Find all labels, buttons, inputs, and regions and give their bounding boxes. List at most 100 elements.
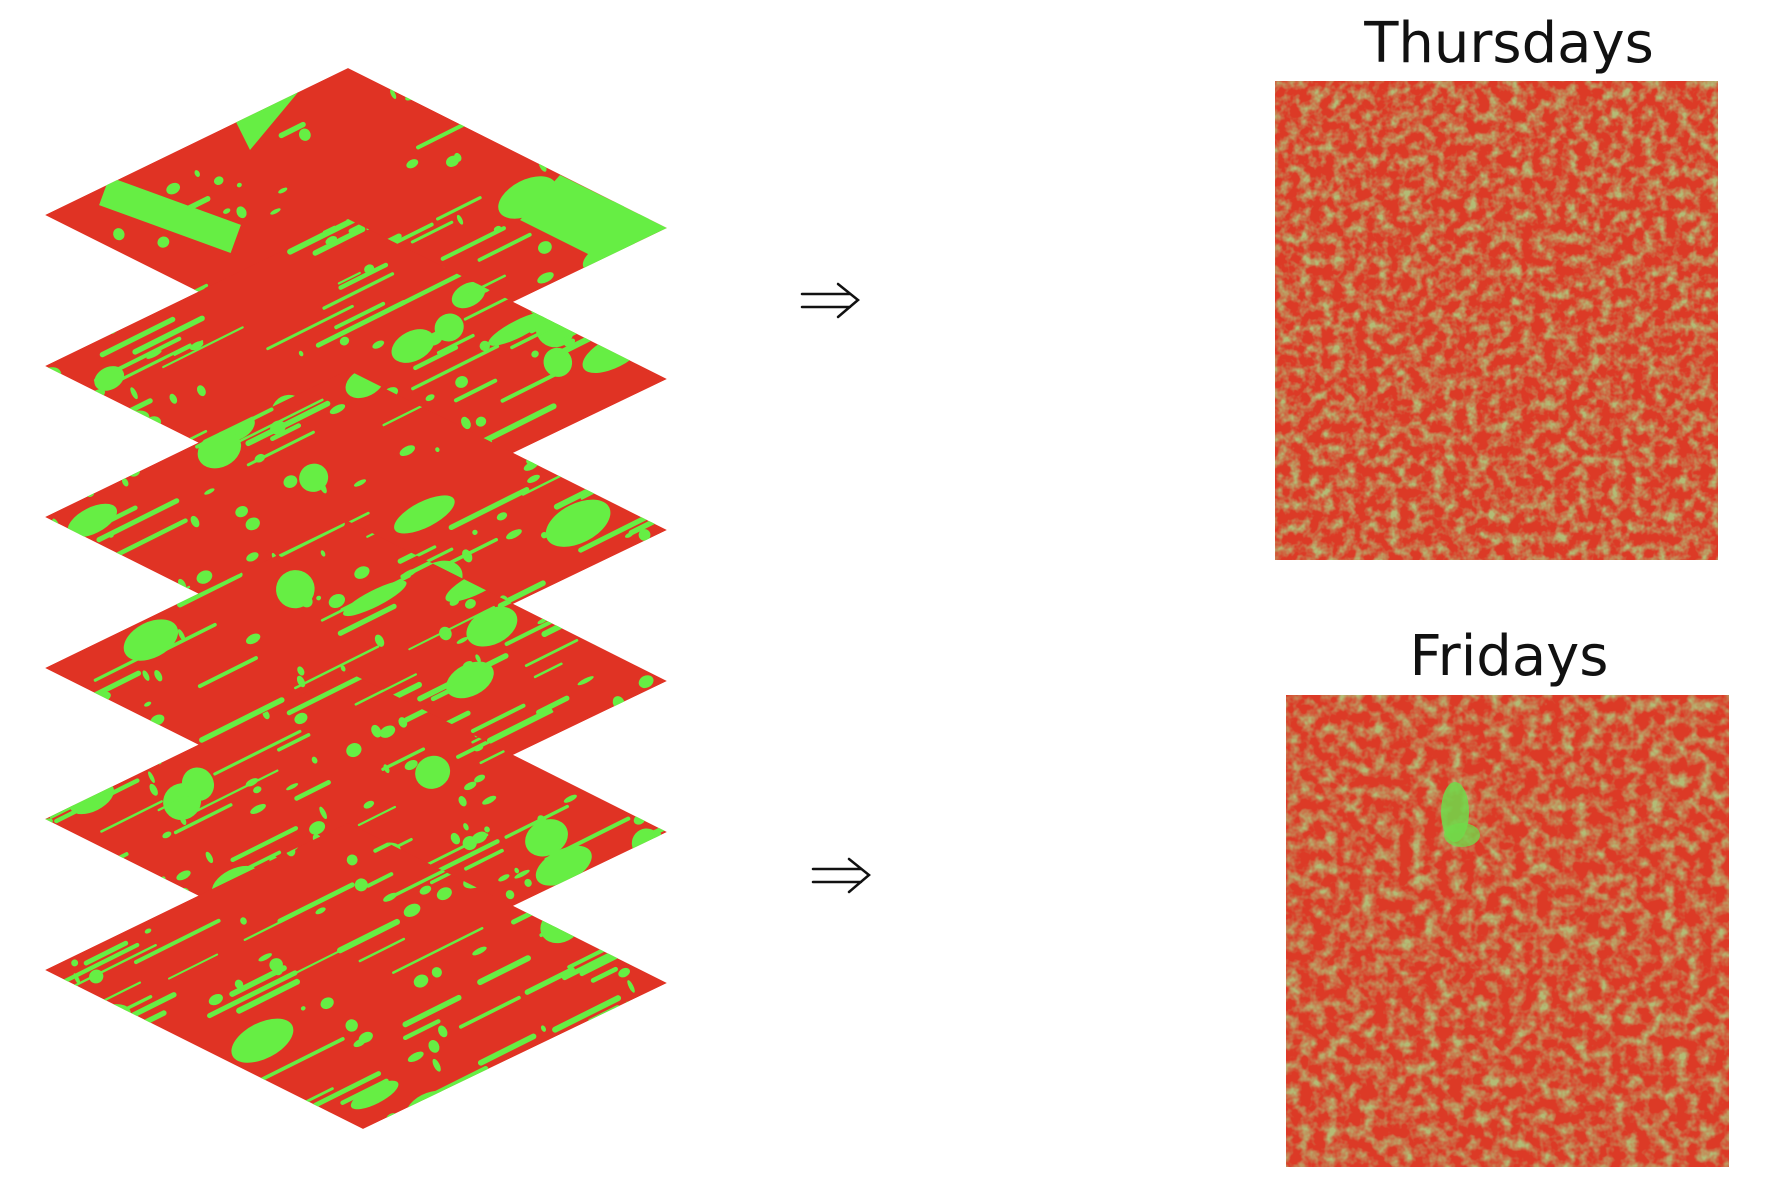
green-patch [85,621,94,631]
green-patch [435,447,440,453]
green-patch [626,728,634,740]
green-patch [573,130,618,171]
green-patch [475,416,487,427]
green-streak [207,970,298,1019]
green-patch [590,439,603,453]
green-patch [563,794,577,803]
green-patch [467,1117,483,1129]
green-patch [631,623,648,635]
green-streak [402,994,462,1028]
green-patch [64,456,71,461]
green-patch [91,251,99,262]
green-patch [99,176,241,254]
green-patch [465,599,476,609]
green-streak [239,850,282,874]
green-patch [236,206,247,219]
green-streak [440,226,506,261]
green-patch [464,781,477,791]
green-patch [299,128,311,141]
layer-base [45,672,667,978]
green-streak [651,477,667,525]
green-patch [537,272,554,284]
green-patch [577,676,594,686]
green-patch [236,182,242,188]
green-streak [477,1033,537,1066]
green-patch [632,320,642,332]
green-patch [177,629,186,642]
green-streak [358,937,406,963]
green-patch [514,867,520,874]
green-patch [68,697,75,706]
green-patch [494,1074,507,1086]
green-patch [455,376,468,388]
green-patch [651,852,664,865]
green-patch [318,480,327,494]
green-patch [603,909,611,922]
green-streak [99,1066,162,1101]
green-streak [479,750,505,765]
green-patch [525,819,568,857]
green-patch [638,529,651,541]
green-patch [350,1080,399,1110]
green-streak [71,457,116,483]
green-streak [366,872,394,888]
green-patch [129,1058,137,1066]
green-patch [593,579,609,594]
green-patch [114,111,124,119]
green-streak [643,625,667,655]
green-patch [190,515,200,528]
green-streak [633,606,666,626]
green-patch [270,208,281,215]
green-patch [454,152,462,162]
green-streak [294,780,331,801]
green-patch [605,465,614,475]
green-patch [644,1111,656,1119]
green-patch [73,973,81,985]
green-patch [235,505,248,518]
green-streak [382,404,424,427]
green-streak [628,390,667,431]
green-streak [504,804,569,839]
green-patch [659,265,667,276]
green-streak [83,940,129,966]
green-patch [634,783,647,791]
green-streak [392,926,484,974]
green-patch [637,544,654,554]
arrow [800,282,860,319]
green-patch [618,769,653,800]
green-patch [465,1098,471,1105]
green-patch [45,404,53,418]
green-streak [650,789,667,836]
green-streak [80,582,116,603]
green-patch [379,725,396,738]
green-streak [338,262,389,290]
green-patch [240,917,247,925]
green-patch [150,295,164,304]
green-streak [479,274,506,289]
green-patch [584,870,636,910]
green-patch [339,336,350,346]
green-patch [328,593,345,608]
green-patch [548,158,561,167]
layer-base [45,521,667,827]
green-patch [621,301,638,313]
green-patch [632,803,648,815]
green-patch [650,692,666,705]
green-patch [179,815,187,825]
green-streak [357,805,397,827]
green-streak [245,400,331,447]
green-patch [540,1025,547,1032]
green-streak [236,978,300,1014]
green-patch [496,512,508,521]
green-patch [354,878,368,892]
green-patch [89,611,97,618]
green-patch [186,123,196,133]
green-patch [474,745,484,752]
green-streak [566,68,615,76]
green-streak [541,286,601,318]
green-patch [49,888,61,899]
green-patch [345,1019,358,1032]
green-streak [593,318,622,335]
green-patch [163,101,178,111]
green-patch [609,103,651,130]
